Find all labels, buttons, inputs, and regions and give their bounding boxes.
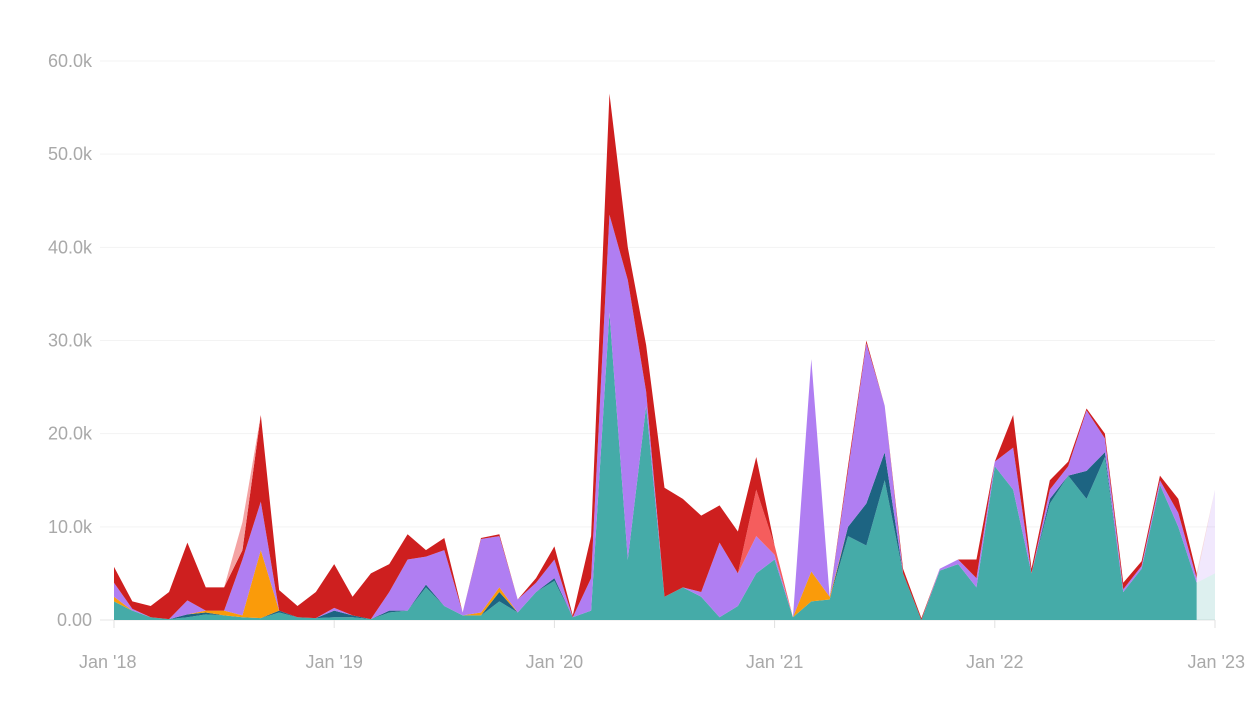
x-tick-label: Jan '19 [305,652,362,672]
x-axis: Jan '18 Jan '19 Jan '20 Jan '21 Jan '22 Jan '… [79,620,1245,672]
series-areas [114,93,1215,620]
x-tick-label: Jan '23 [1188,652,1245,672]
y-tick-label: 0.00 [57,610,92,630]
y-tick-label: 40.0k [48,237,93,257]
x-tick-label: Jan '18 [79,652,136,672]
x-tick-label: Jan '22 [966,652,1023,672]
y-tick-label: 30.0k [48,331,93,351]
area-red-incomplete [1196,489,1215,579]
x-tick-label: Jan '21 [746,652,803,672]
area-teal-incomplete [1196,573,1215,620]
x-tick-label: Jan '20 [526,652,583,672]
y-tick-label: 10.0k [48,517,93,537]
area-teal [114,312,1197,620]
y-tick-label: 20.0k [48,424,93,444]
area-purple-incomplete [1196,489,1215,583]
y-axis: 0.00 10.0k 20.0k 30.0k 40.0k 50.0k 60.0k [48,51,93,630]
y-tick-label: 50.0k [48,144,93,164]
y-tick-label: 60.0k [48,51,93,71]
